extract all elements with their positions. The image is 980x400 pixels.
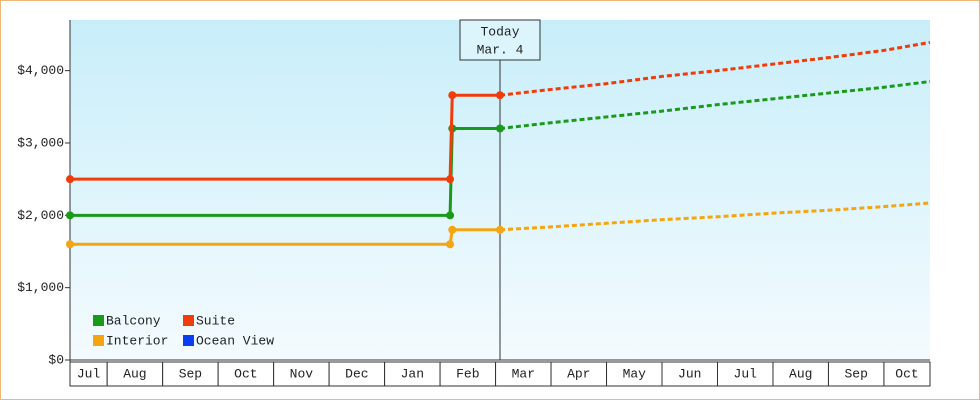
x-tick-box	[827, 361, 885, 387]
forecast-line	[499, 201, 931, 232]
today-label: Today	[480, 24, 519, 39]
x-tick-label: Sep	[845, 366, 868, 381]
x-tick-box	[273, 361, 330, 387]
y-tick-label: $3,000	[17, 135, 64, 150]
legend-swatch	[183, 315, 194, 326]
y-tick-label: $0	[48, 352, 64, 367]
point	[496, 225, 504, 234]
x-tick-label: Jul	[734, 366, 758, 381]
today-date: Mar. 4	[477, 42, 524, 57]
point	[446, 175, 455, 184]
point	[446, 240, 455, 249]
x-tick-box	[69, 361, 108, 387]
legend-label: Interior	[106, 333, 168, 348]
x-tick-label: Mar	[512, 366, 535, 381]
x-tick-box	[883, 361, 931, 387]
legend-swatch	[93, 315, 104, 326]
x-tick-box	[661, 361, 718, 387]
x-tick-label: Jul	[77, 366, 101, 381]
x-tick-box	[606, 361, 663, 387]
legend-label: Ocean View	[196, 333, 274, 348]
point	[448, 91, 457, 100]
point	[496, 91, 504, 100]
x-tick-box	[772, 361, 829, 387]
series-line	[70, 228, 500, 246]
forecast-line	[499, 40, 931, 97]
y-tick-label: $2,000	[17, 208, 64, 223]
x-tick-label: Aug	[123, 366, 146, 381]
legend-swatch	[93, 335, 104, 346]
x-tick-label: Dec	[345, 366, 368, 381]
point	[446, 211, 455, 220]
x-tick-box	[716, 361, 774, 387]
x-tick-box	[550, 361, 608, 387]
x-tick-label: Nov	[290, 366, 314, 381]
x-tick-label: Feb	[456, 366, 479, 381]
forecast-line	[499, 80, 931, 131]
legend-swatch	[183, 335, 194, 346]
x-tick-label: Aug	[789, 366, 812, 381]
x-tick-label: Oct	[234, 366, 257, 381]
x-tick-label: May	[623, 366, 647, 381]
point	[66, 175, 74, 184]
point	[66, 211, 74, 220]
x-tick-box	[384, 361, 441, 387]
legend-label: Suite	[196, 313, 235, 328]
y-tick-label: $4,000	[17, 63, 64, 78]
x-tick-label: Jan	[401, 366, 424, 381]
x-tick-label: Sep	[179, 366, 202, 381]
x-tick-box	[328, 361, 386, 387]
legend-label: Balcony	[106, 313, 161, 328]
series-line	[70, 93, 500, 181]
point	[66, 240, 74, 249]
today-box	[459, 19, 541, 61]
x-tick-label: Apr	[567, 366, 590, 381]
x-tick-label: Jun	[678, 366, 701, 381]
point	[448, 225, 457, 234]
x-tick-label: Oct	[895, 366, 918, 381]
point	[496, 124, 504, 133]
x-tick-box	[439, 361, 497, 387]
y-tick-label: $1,000	[17, 280, 64, 295]
